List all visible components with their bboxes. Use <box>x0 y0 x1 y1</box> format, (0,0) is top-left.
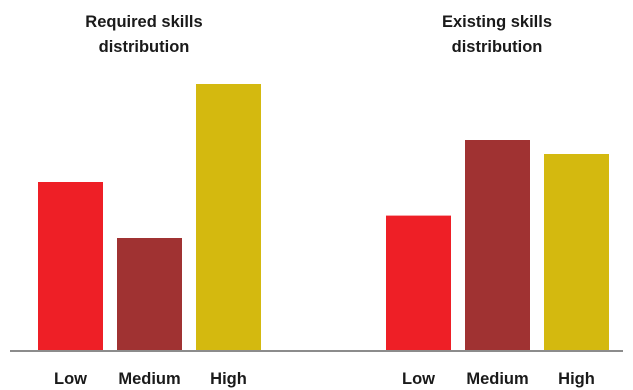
bar-group <box>386 140 609 350</box>
chart-title-line-1: Required skills <box>85 13 202 31</box>
x-tick-label: Low <box>402 370 435 388</box>
x-tick-label: Medium <box>118 370 180 388</box>
required-skills-chart: Required skills distribution Low Medium Hi… <box>38 13 261 388</box>
chart-title-line-2: distribution <box>99 38 190 56</box>
x-tick-label: High <box>210 370 247 388</box>
x-tick-label: Low <box>54 370 87 388</box>
bar-high <box>196 84 261 350</box>
x-tick-label: Medium <box>466 370 528 388</box>
bar-medium <box>117 238 182 350</box>
chart-title-line-2: distribution <box>452 38 543 56</box>
chart-title-line-1: Existing skills <box>442 13 552 31</box>
bar-low <box>38 182 103 350</box>
existing-skills-chart: Existing skills distribution Low Medium Hi… <box>386 13 609 388</box>
x-tick-label: High <box>558 370 595 388</box>
bar-low <box>386 216 451 350</box>
tick-label-group: Low Medium High <box>402 370 595 388</box>
bar-medium <box>465 140 530 350</box>
tick-label-group: Low Medium High <box>54 370 247 388</box>
bar-group <box>38 84 261 350</box>
bar-high <box>544 154 609 350</box>
